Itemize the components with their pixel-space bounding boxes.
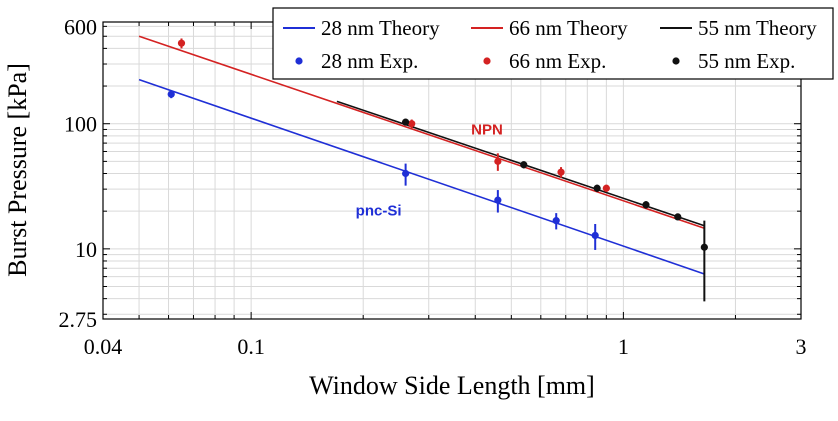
y-tick-label: 10 bbox=[75, 237, 97, 262]
grid-lines bbox=[103, 22, 801, 319]
data-point bbox=[593, 184, 601, 192]
data-point bbox=[674, 213, 682, 221]
y-tick-label: 100 bbox=[64, 112, 97, 137]
x-tick-label: 0.04 bbox=[84, 334, 123, 359]
data-point bbox=[520, 161, 528, 169]
annotation-label: pnc-Si bbox=[356, 202, 402, 219]
legend-label: 55 nm Theory bbox=[698, 16, 817, 40]
legend-label: 28 nm Theory bbox=[321, 16, 440, 40]
legend-label: 66 nm Theory bbox=[509, 16, 628, 40]
legend-label: 28 nm Exp. bbox=[321, 49, 418, 73]
y-tick-label: 600 bbox=[64, 14, 97, 39]
x-tick-label: 3 bbox=[796, 334, 807, 359]
legend: 28 nm Theory 66 nm Theory 55 nm Theory 28 n… bbox=[272, 7, 834, 80]
legend-label: 55 nm Exp. bbox=[698, 49, 795, 73]
annotations: NPN pnc-Si bbox=[356, 122, 503, 220]
experimental-points bbox=[167, 38, 708, 302]
legend-swatch-marker bbox=[295, 57, 303, 65]
x-tick-labels: 0.04 0.1 1 3 bbox=[84, 334, 807, 359]
legend-swatch-marker bbox=[672, 57, 680, 65]
data-point bbox=[494, 196, 502, 204]
data-point bbox=[591, 231, 599, 240]
theory-line bbox=[138, 78, 705, 275]
data-point bbox=[494, 157, 502, 165]
axis-ticks bbox=[103, 22, 801, 319]
x-tick-label: 0.1 bbox=[237, 334, 265, 359]
data-point bbox=[167, 90, 175, 98]
legend-box bbox=[272, 7, 834, 80]
data-point bbox=[700, 243, 708, 251]
data-point bbox=[408, 120, 416, 128]
legend-label: 66 nm Exp. bbox=[509, 49, 606, 73]
data-point bbox=[402, 169, 410, 178]
y-tick-label: 2.75 bbox=[59, 307, 98, 332]
legend-swatch-marker bbox=[483, 57, 491, 65]
annotation-label: NPN bbox=[471, 122, 503, 139]
y-tick-labels: 2.75 10 100 600 bbox=[59, 14, 98, 332]
y-axis-title: Burst Pressure [kPa] bbox=[3, 63, 32, 277]
theory-line bbox=[138, 35, 705, 230]
data-point bbox=[402, 118, 410, 126]
data-point bbox=[602, 184, 610, 192]
data-point bbox=[177, 39, 186, 47]
data-point bbox=[557, 168, 565, 176]
data-point bbox=[642, 201, 650, 209]
x-axis-title: Window Side Length [mm] bbox=[309, 371, 595, 400]
x-tick-label: 1 bbox=[618, 334, 629, 359]
data-point bbox=[552, 217, 560, 225]
